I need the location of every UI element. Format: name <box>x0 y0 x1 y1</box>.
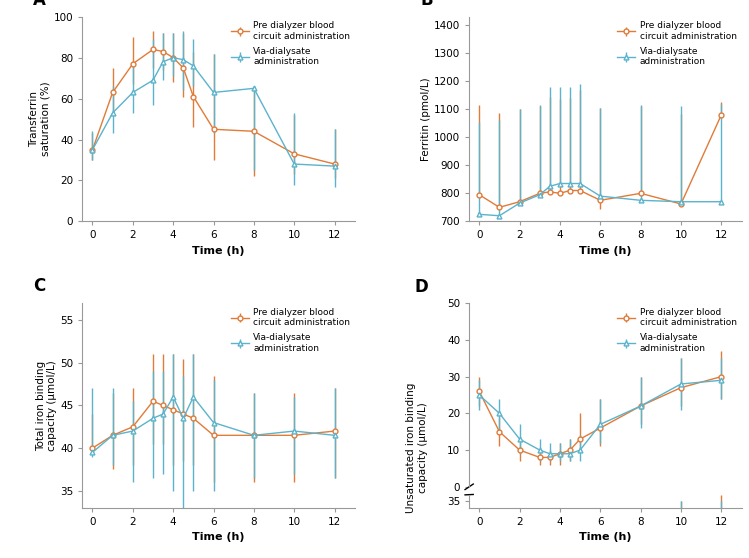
X-axis label: Time (h): Time (h) <box>579 532 631 542</box>
Y-axis label: Ferritin (pmol/L): Ferritin (pmol/L) <box>421 77 431 161</box>
X-axis label: Time (h): Time (h) <box>192 246 245 256</box>
X-axis label: Time (h): Time (h) <box>579 246 631 256</box>
Text: A: A <box>34 0 46 8</box>
X-axis label: Time (h): Time (h) <box>192 532 245 542</box>
Legend: Pre dialyzer blood
circuit administration, Via-dialysate
administration: Pre dialyzer blood circuit administratio… <box>617 21 737 66</box>
Legend: Pre dialyzer blood
circuit administration, Via-dialysate
administration: Pre dialyzer blood circuit administratio… <box>617 307 737 353</box>
Text: C: C <box>34 277 46 295</box>
Text: Unsaturated iron binding
capacity (μmol/L): Unsaturated iron binding capacity (μmol/… <box>406 383 428 513</box>
Legend: Pre dialyzer blood
circuit administration, Via-dialysate
administration: Pre dialyzer blood circuit administratio… <box>231 307 351 353</box>
Y-axis label: Total iron binding
capacity (μmol/L): Total iron binding capacity (μmol/L) <box>36 360 58 451</box>
Y-axis label: Transferrin
saturation (%): Transferrin saturation (%) <box>29 81 51 156</box>
Text: D: D <box>415 278 428 296</box>
Legend: Pre dialyzer blood
circuit administration, Via-dialysate
administration: Pre dialyzer blood circuit administratio… <box>231 21 351 66</box>
Text: B: B <box>420 0 433 8</box>
